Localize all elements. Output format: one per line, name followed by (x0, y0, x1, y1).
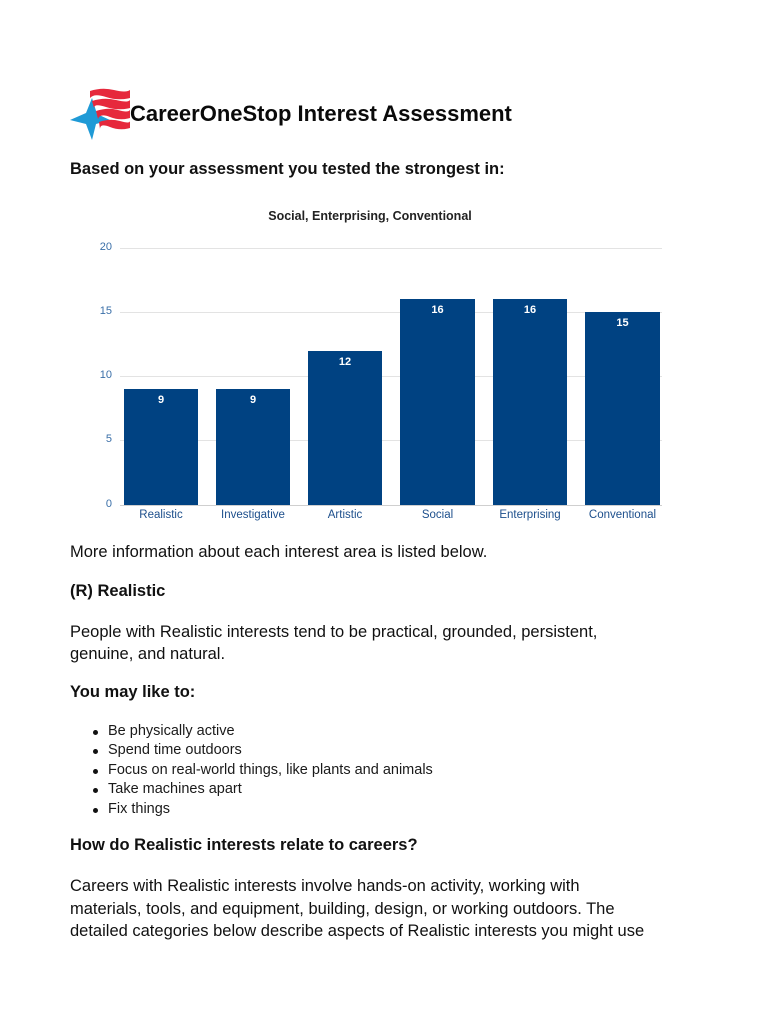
gridline (120, 376, 662, 377)
y-tick-20: 20 (99, 241, 112, 253)
page-title: CareerOneStop Interest Assessment (130, 101, 512, 126)
y-tick-10: 10 (99, 369, 112, 381)
list-item: Be physically active (93, 722, 433, 741)
careers-line: materials, tools, and equipment, buildin… (70, 899, 615, 918)
careeronestop-logo-icon (70, 86, 132, 142)
list-item: Spend time outdoors (93, 741, 433, 760)
careers-heading: How do Realistic interests relate to car… (70, 836, 418, 854)
more-info-text: More information about each interest are… (70, 543, 488, 561)
interest-bar-chart: Social, Enterprising, Conventional 20 15… (70, 200, 670, 530)
careers-description: Careers with Realistic interests involve… (70, 875, 644, 943)
careers-line: detailed categories below describe aspec… (70, 922, 645, 940)
chart-plot-area: 9 9 12 16 16 15 Realistic Investigative … (120, 248, 662, 521)
x-tick-artistic: Artistic (327, 509, 363, 521)
realistic-description: People with Realistic interests tend to … (70, 621, 597, 665)
list-item: Focus on real-world things, like plants … (93, 761, 433, 780)
x-tick-realistic: Realistic (139, 509, 183, 521)
y-tick-15: 15 (99, 305, 112, 317)
bar-social: 16 (400, 299, 475, 505)
bar-artistic: 12 (308, 351, 382, 505)
likes-heading: You may like to: (70, 683, 196, 701)
bar-value-label: 12 (338, 356, 352, 368)
section-heading-realistic: (R) Realistic (70, 582, 166, 600)
bar-conventional: 15 (585, 312, 660, 505)
y-tick-0: 0 (105, 498, 112, 510)
likes-list: Be physically active Spend time outdoors… (70, 722, 433, 819)
bar-value-label: 16 (431, 304, 444, 316)
chart-title: Social, Enterprising, Conventional (268, 209, 472, 223)
x-tick-investigative: Investigative (221, 509, 285, 521)
bar-value-label: 9 (249, 394, 257, 406)
page-header: CareerOneStop Interest Assessment (70, 86, 512, 142)
bar-value-label: 16 (523, 304, 537, 316)
gridline (120, 248, 662, 249)
list-item: Take machines apart (93, 780, 433, 799)
bar-investigative: 9 (216, 389, 290, 505)
x-tick-conventional: Conventional (588, 509, 657, 521)
bar-value-label: 9 (157, 394, 165, 406)
strongest-intro: Based on your assessment you tested the … (70, 160, 505, 178)
bar-value-label: 15 (616, 317, 629, 329)
description-line: People with Realistic interests tend to … (70, 623, 598, 641)
y-tick-5: 5 (105, 433, 112, 445)
x-tick-social: Social (421, 509, 454, 521)
list-item: Fix things (93, 800, 433, 819)
gridline (120, 312, 662, 313)
description-line: genuine, and natural. (70, 645, 226, 663)
x-tick-enterprising: Enterprising (499, 509, 561, 521)
bar-realistic: 9 (124, 389, 198, 505)
bar-enterprising: 16 (493, 299, 567, 505)
x-axis-baseline (120, 505, 662, 506)
careers-line: Careers with Realistic interests involve… (70, 877, 580, 895)
gridline (120, 440, 662, 441)
